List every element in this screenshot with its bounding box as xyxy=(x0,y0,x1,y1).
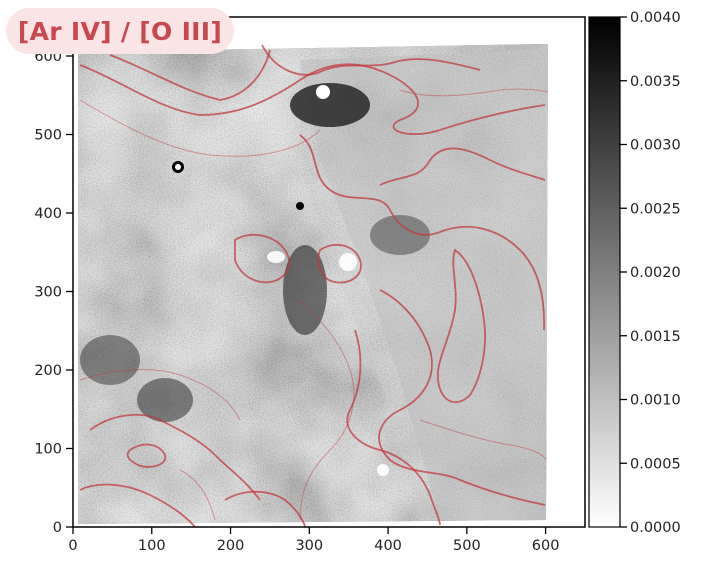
colorbar-tick-label: 0.0025 xyxy=(630,201,681,217)
image-axes-frame xyxy=(72,16,586,528)
x-axis: 0 100 200 300 400 500 600 xyxy=(68,527,559,554)
colorbar-tick-label: 0.0005 xyxy=(630,456,681,472)
y-tick-label: 200 xyxy=(34,363,62,379)
y-tick-label: 300 xyxy=(34,285,62,301)
colorbar-tick-label: 0.0010 xyxy=(630,393,681,409)
colorbar-tick-label: 0.0020 xyxy=(630,265,681,281)
x-tick-label: 400 xyxy=(374,538,402,554)
colorbar-tick-label: 0.0030 xyxy=(630,138,681,154)
plot-title: [Ar IV] / [O III] xyxy=(6,8,234,54)
y-tick-label: 400 xyxy=(34,206,62,222)
contour-lines-thin xyxy=(79,88,549,521)
colorbar-gradient xyxy=(589,17,620,527)
x-tick-label: 500 xyxy=(453,538,481,554)
contour-lines xyxy=(79,44,546,528)
colorbar-tick-label: 0.0015 xyxy=(630,329,681,345)
image-panel: 0 100 200 300 400 500 600 0 100 200 300 400 500 600 xyxy=(34,16,586,554)
y-tick-label: 0 xyxy=(53,520,62,536)
y-tick-label: 100 xyxy=(34,442,62,458)
x-tick-label: 200 xyxy=(217,538,245,554)
colorbar-ticks: 0.0000 0.0005 0.0010 0.0015 0.0020 0.0025 0.00… xyxy=(620,10,681,536)
x-tick-label: 300 xyxy=(295,538,323,554)
ratio-map-image xyxy=(78,44,548,524)
x-tick-label: 600 xyxy=(532,538,560,554)
x-tick-label: 0 xyxy=(68,538,77,554)
y-tick-label: 500 xyxy=(34,128,62,144)
x-tick-label: 100 xyxy=(138,538,166,554)
colorbar: 0.0000 0.0005 0.0010 0.0015 0.0020 0.0025 0.00… xyxy=(588,10,681,536)
colorbar-tick-label: 0.0040 xyxy=(630,10,681,26)
colorbar-tick-label: 0.0000 xyxy=(630,520,681,536)
colorbar-tick-label: 0.0035 xyxy=(630,74,681,90)
